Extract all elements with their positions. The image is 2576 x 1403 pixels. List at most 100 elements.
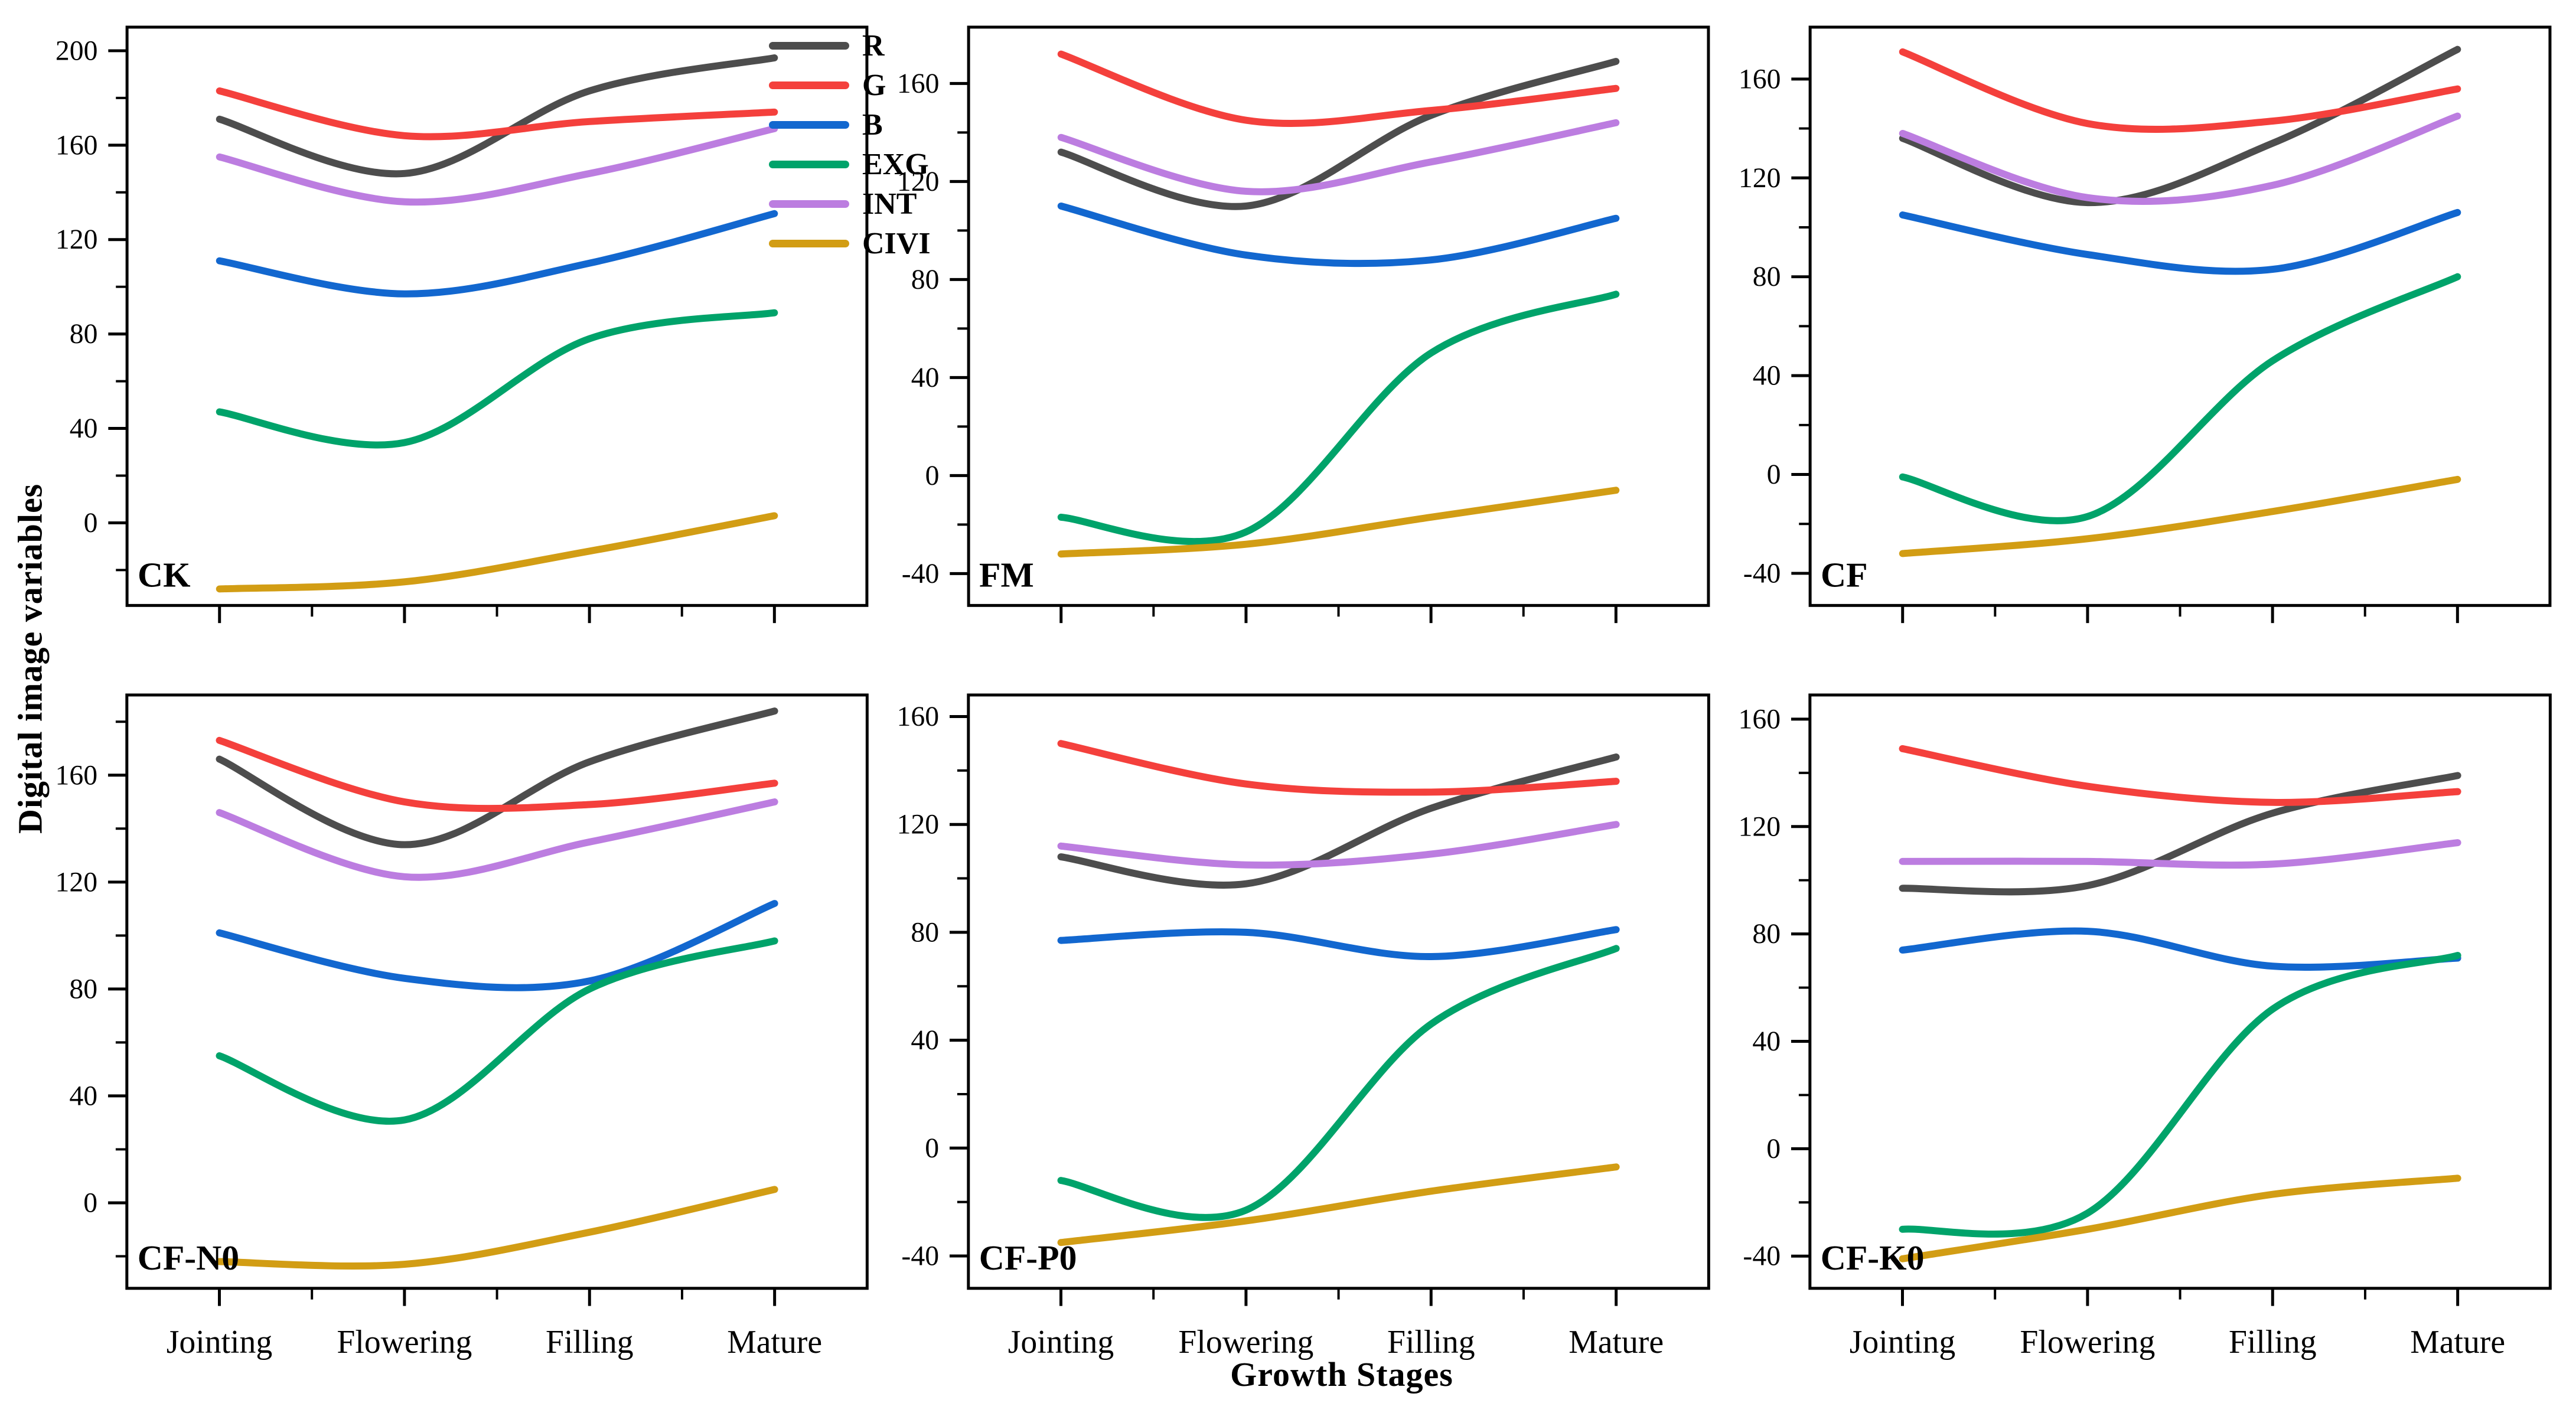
legend-label: CIVI — [862, 226, 931, 260]
panel-row-bottom: 0 40 80 120 160 Jointing Flowering Filling Matur… — [28, 691, 2552, 1379]
y-tick-label: -40 — [1743, 557, 1781, 589]
legend-item-EXG: EXG — [769, 145, 931, 184]
legend: R G B EXG INT CIVI — [769, 26, 931, 263]
series-line-G — [1899, 745, 2461, 806]
legend-label: R — [862, 28, 885, 63]
x-category-label: Mature — [727, 1324, 822, 1360]
legend-label: EXG — [862, 147, 929, 181]
legend-label: B — [862, 107, 883, 142]
chart-panel-FM: -40 0 40 80 120 160 FM — [897, 25, 1710, 624]
series-line-G — [216, 87, 778, 141]
axis-frame — [1808, 25, 2552, 607]
y-tick-label: -40 — [901, 1240, 939, 1271]
series-line-G — [1057, 50, 1620, 127]
series-line-INT — [1057, 821, 1620, 869]
series-line-B — [216, 900, 778, 991]
x-category-label: Mature — [2410, 1324, 2505, 1360]
y-tick-label: 0 — [925, 460, 940, 491]
panel-label: CF — [1821, 556, 1868, 595]
legend-item-R: R — [769, 26, 931, 66]
y-tick-label: 160 — [897, 68, 940, 99]
series-line-INT — [1899, 112, 2461, 205]
series-line-CIVI — [1899, 475, 2461, 557]
series-line-EXG — [216, 309, 778, 449]
series-line-B — [1057, 926, 1620, 960]
y-tick-label: 160 — [896, 701, 939, 732]
series-line-G — [216, 736, 778, 813]
y-tick-label: 120 — [896, 809, 939, 840]
series-line-EXG — [1057, 291, 1620, 546]
y-tick-label: 120 — [1739, 162, 1781, 194]
x-category-label: Jointing — [1008, 1324, 1114, 1360]
series-line-R — [216, 707, 778, 849]
legend-swatch-icon — [769, 121, 849, 129]
x-category-label: Flowering — [2020, 1324, 2155, 1360]
y-tick-label: 80 — [1752, 918, 1781, 950]
x-category-label: Jointing — [167, 1324, 273, 1360]
y-tick-label: 80 — [911, 916, 939, 948]
y-tick-label: 40 — [1752, 1026, 1781, 1057]
y-tick-label: 0 — [925, 1133, 939, 1164]
panel-label: CK — [138, 556, 190, 595]
y-tick-label: 80 — [1753, 261, 1781, 292]
series-line-R — [1899, 45, 2461, 207]
legend-swatch-icon — [769, 161, 849, 168]
x-category-label: Mature — [1569, 1324, 1664, 1360]
series-line-EXG — [1899, 952, 2461, 1238]
series-line-CIVI — [1057, 1163, 1620, 1247]
series-line-EXG — [1899, 273, 2461, 524]
y-tick-label: -40 — [1743, 1241, 1781, 1272]
y-tick-label: 0 — [83, 1187, 97, 1218]
y-tick-label: 160 — [55, 759, 97, 791]
y-tick-label: 40 — [911, 362, 940, 393]
series-line-EXG — [216, 937, 778, 1125]
legend-swatch-icon — [769, 81, 849, 89]
series-line-R — [1057, 58, 1620, 210]
series-line-CIVI — [1899, 1174, 2461, 1262]
series-line-G — [1057, 740, 1620, 796]
y-tick-label: -40 — [902, 558, 940, 589]
legend-item-B: B — [769, 105, 931, 145]
series-line-CIVI — [216, 1186, 778, 1270]
series-line-INT — [216, 798, 778, 881]
chart-panel-CK: 0 40 80 120 160 200 CK — [56, 25, 869, 624]
series-line-B — [1899, 208, 2461, 275]
x-category-label: Filling — [546, 1324, 634, 1360]
legend-label: G — [862, 68, 886, 102]
series-line-B — [1899, 927, 2461, 971]
series-line-G — [1899, 48, 2461, 133]
legend-item-INT: INT — [769, 184, 931, 224]
y-tick-label: 120 — [55, 866, 97, 898]
y-tick-label: 160 — [1739, 63, 1781, 94]
y-tick-label: 40 — [70, 413, 98, 444]
series-line-INT — [1057, 119, 1620, 195]
chart-panel-CF: -40 0 40 80 120 160 CF — [1739, 25, 2552, 624]
y-tick-label: 40 — [1753, 360, 1781, 391]
x-category-label: Filling — [2229, 1324, 2317, 1360]
panel-label: CF-P0 — [979, 1238, 1077, 1277]
y-tick-label: 0 — [84, 507, 98, 539]
chart-panel-CF-K0: -40 0 40 80 120 160 Jointing Flowering Filling Ma… — [1738, 693, 2552, 1360]
panel-label: FM — [979, 556, 1034, 595]
legend-item-CIVI: CIVI — [769, 224, 931, 263]
y-tick-label: 0 — [1767, 459, 1781, 490]
legend-label: INT — [862, 187, 917, 221]
x-category-label: Jointing — [1850, 1324, 1956, 1360]
x-category-label: Flowering — [337, 1324, 472, 1360]
series-line-B — [216, 210, 778, 298]
chart-panel-CF-P0: -40 0 40 80 120 160 Jointing Flowering Filling Ma… — [896, 693, 1710, 1360]
series-line-R — [216, 54, 778, 178]
y-tick-label: 40 — [911, 1024, 939, 1056]
y-tick-label: 120 — [56, 224, 98, 255]
series-line-R — [1899, 772, 2461, 896]
y-tick-label: 120 — [897, 166, 940, 197]
y-tick-label: 80 — [69, 973, 97, 1004]
series-line-INT — [1899, 839, 2461, 869]
y-tick-label: 80 — [70, 318, 98, 350]
y-tick-label: 200 — [56, 35, 98, 66]
axis-frame — [1808, 693, 2552, 1290]
series-line-EXG — [1057, 945, 1620, 1221]
legend-swatch-icon — [769, 42, 849, 50]
y-tick-label: 0 — [1766, 1133, 1781, 1164]
series-line-R — [1057, 753, 1620, 889]
